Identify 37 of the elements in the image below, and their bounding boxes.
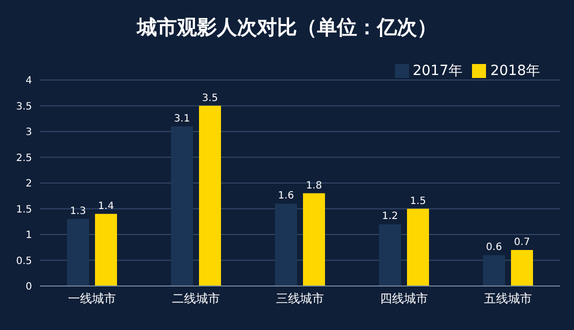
y-tick-label: 0.5 (16, 256, 32, 267)
x-tick-label: 一线城市 (68, 292, 116, 306)
y-tick-label: 0 (26, 282, 32, 293)
x-tick-label: 二线城市 (172, 292, 220, 306)
bar (511, 250, 533, 286)
bar (379, 224, 401, 286)
x-tick-label: 五线城市 (484, 292, 532, 306)
bar (95, 214, 117, 286)
y-tick-label: 3 (26, 127, 32, 138)
data-label: 0.6 (486, 242, 502, 254)
x-tick-label: 三线城市 (276, 292, 324, 306)
bar (483, 255, 505, 286)
data-label: 1.2 (382, 211, 398, 222)
data-label: 1.8 (306, 180, 322, 192)
y-tick-label: 1 (26, 230, 32, 242)
data-label: 1.4 (98, 200, 114, 212)
bar (303, 193, 325, 286)
y-tick-label: 2 (26, 178, 32, 190)
bar (199, 106, 221, 286)
y-tick-label: 3.5 (16, 101, 32, 112)
bar (407, 208, 429, 286)
bar (67, 219, 89, 286)
legend-label: 2018年 (490, 63, 540, 79)
x-tick-label: 四线城市 (380, 292, 428, 306)
y-tick-label: 1.5 (16, 204, 32, 216)
data-label: 1.3 (70, 206, 86, 218)
chart-title: 城市观影人次对比（单位：亿次） (136, 14, 438, 41)
data-label: 3.1 (174, 113, 190, 124)
data-label: 3.5 (202, 92, 218, 104)
data-label: 1.6 (278, 190, 294, 202)
bar (171, 126, 193, 286)
data-label: 0.7 (514, 236, 530, 248)
bar (275, 204, 297, 286)
legend-label: 2017年 (412, 63, 462, 79)
data-label: 1.5 (410, 196, 426, 207)
y-tick-label: 2.5 (16, 152, 32, 164)
y-tick-label: 4 (26, 76, 32, 87)
